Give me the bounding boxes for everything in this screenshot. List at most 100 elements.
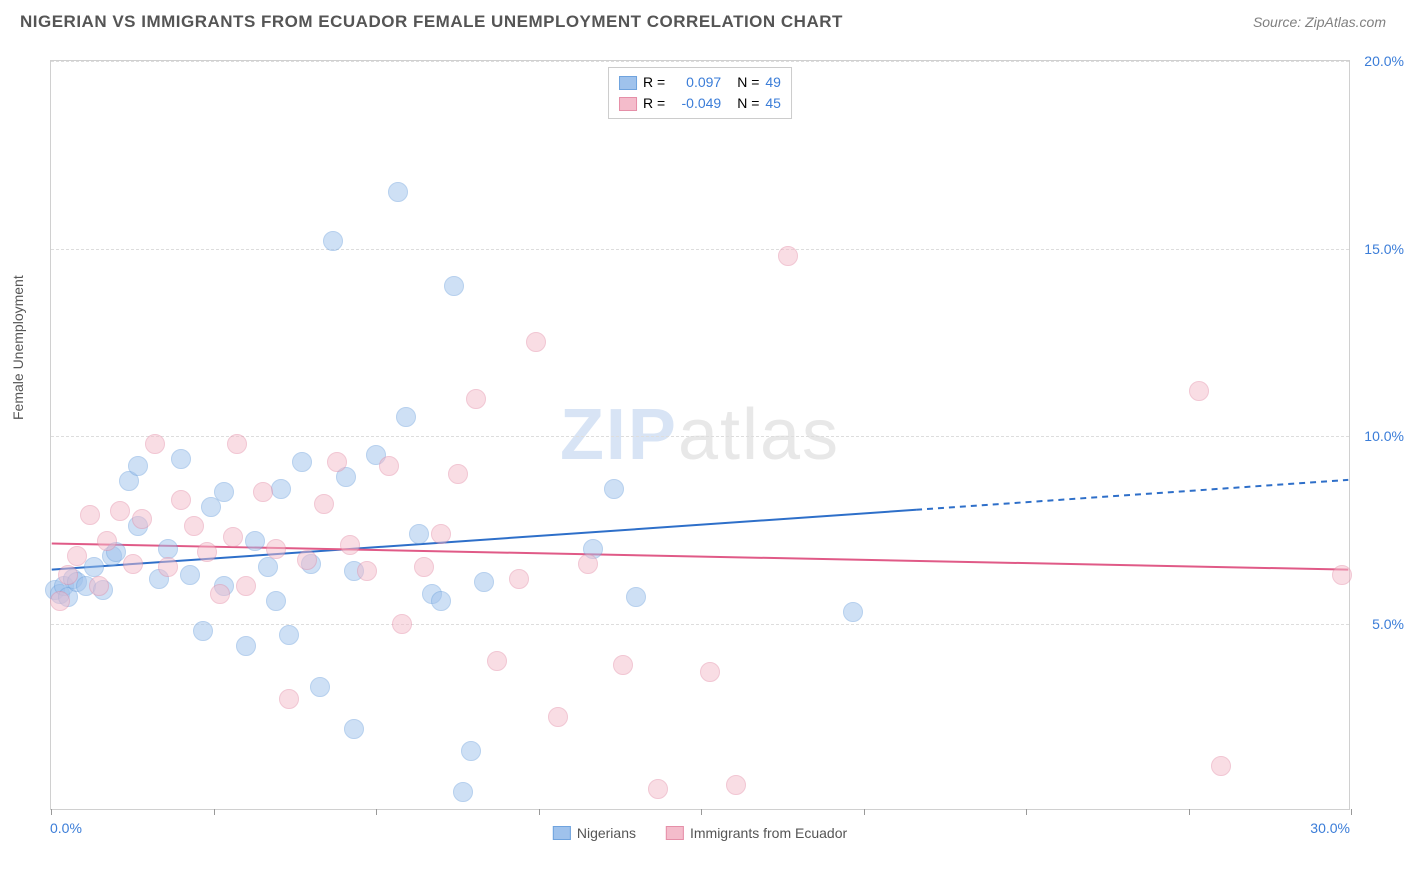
x-tick xyxy=(1351,809,1352,815)
data-point xyxy=(1211,756,1231,776)
data-point xyxy=(648,779,668,799)
data-point xyxy=(84,557,104,577)
legend-swatch xyxy=(619,76,637,90)
data-point xyxy=(548,707,568,727)
data-point xyxy=(279,689,299,709)
data-point xyxy=(180,565,200,585)
data-point xyxy=(279,625,299,645)
data-point xyxy=(578,554,598,574)
data-point xyxy=(327,452,347,472)
data-point xyxy=(388,182,408,202)
data-point xyxy=(396,407,416,427)
x-tick xyxy=(376,809,377,815)
data-point xyxy=(258,557,278,577)
scatter-chart: ZIPatlas R =0.097N =49R =-0.049N =45 Nig… xyxy=(50,60,1350,810)
data-point xyxy=(67,546,87,566)
regression-lines xyxy=(51,61,1349,809)
y-tick-label: 10.0% xyxy=(1364,428,1404,444)
data-point xyxy=(236,636,256,656)
data-point xyxy=(266,539,286,559)
data-point xyxy=(271,479,291,499)
data-point xyxy=(197,542,217,562)
data-point xyxy=(145,434,165,454)
data-point xyxy=(474,572,494,592)
data-point xyxy=(843,602,863,622)
x-tick xyxy=(1026,809,1027,815)
n-label: N = xyxy=(737,72,759,93)
data-point xyxy=(310,677,330,697)
data-point xyxy=(526,332,546,352)
data-point xyxy=(340,535,360,555)
data-point xyxy=(245,531,265,551)
data-point xyxy=(171,490,191,510)
data-point xyxy=(214,482,234,502)
data-point xyxy=(50,591,70,611)
n-label: N = xyxy=(737,93,759,114)
data-point xyxy=(487,651,507,671)
data-point xyxy=(158,539,178,559)
gridline xyxy=(51,624,1349,625)
y-tick-label: 15.0% xyxy=(1364,241,1404,257)
data-point xyxy=(448,464,468,484)
data-point xyxy=(778,246,798,266)
data-point xyxy=(1332,565,1352,585)
chart-header: NIGERIAN VS IMMIGRANTS FROM ECUADOR FEMA… xyxy=(0,0,1406,40)
data-point xyxy=(726,775,746,795)
data-point xyxy=(227,434,247,454)
source-label: Source: ZipAtlas.com xyxy=(1253,14,1386,30)
correlation-legend: R = 0.097 N = 49R = -0.049 N = 45 xyxy=(608,67,792,119)
data-point xyxy=(123,554,143,574)
y-tick-label: 5.0% xyxy=(1372,616,1404,632)
data-point xyxy=(444,276,464,296)
data-point xyxy=(132,509,152,529)
data-point xyxy=(158,557,178,577)
n-value: 49 xyxy=(765,72,781,93)
data-point xyxy=(700,662,720,682)
data-point xyxy=(266,591,286,611)
data-point xyxy=(58,565,78,585)
x-min-label: 0.0% xyxy=(50,820,82,836)
r-label: R = xyxy=(643,93,665,114)
data-point xyxy=(431,524,451,544)
data-point xyxy=(314,494,334,514)
data-point xyxy=(110,501,130,521)
data-point xyxy=(357,561,377,581)
data-point xyxy=(461,741,481,761)
data-point xyxy=(171,449,191,469)
x-tick xyxy=(864,809,865,815)
data-point xyxy=(89,576,109,596)
legend-row: R =0.097N =49 xyxy=(619,72,781,93)
data-point xyxy=(323,231,343,251)
y-tick-label: 20.0% xyxy=(1364,53,1404,69)
x-max-label: 30.0% xyxy=(1310,820,1350,836)
x-tick xyxy=(539,809,540,815)
gridline xyxy=(51,249,1349,250)
r-value: 0.097 xyxy=(671,72,721,93)
gridline xyxy=(51,61,1349,62)
data-point xyxy=(236,576,256,596)
data-point xyxy=(466,389,486,409)
data-point xyxy=(626,587,646,607)
legend-swatch xyxy=(619,97,637,111)
x-tick xyxy=(701,809,702,815)
data-point xyxy=(453,782,473,802)
legend-row: R = -0.049 N = 45 xyxy=(619,93,781,114)
data-point xyxy=(344,719,364,739)
x-tick xyxy=(1189,809,1190,815)
x-tick xyxy=(51,809,52,815)
data-point xyxy=(431,591,451,611)
r-value: -0.049 xyxy=(671,93,721,114)
y-axis-label: Female Unemployment xyxy=(10,275,26,420)
data-point xyxy=(604,479,624,499)
data-point xyxy=(253,482,273,502)
data-point xyxy=(1189,381,1209,401)
n-value: 45 xyxy=(765,93,781,114)
watermark: ZIPatlas xyxy=(560,394,840,476)
gridline xyxy=(51,436,1349,437)
data-point xyxy=(97,531,117,551)
data-point xyxy=(292,452,312,472)
data-point xyxy=(613,655,633,675)
data-point xyxy=(414,557,434,577)
x-axis-labels: 0.0% 30.0% xyxy=(50,820,1350,836)
chart-title: NIGERIAN VS IMMIGRANTS FROM ECUADOR FEMA… xyxy=(20,12,843,32)
